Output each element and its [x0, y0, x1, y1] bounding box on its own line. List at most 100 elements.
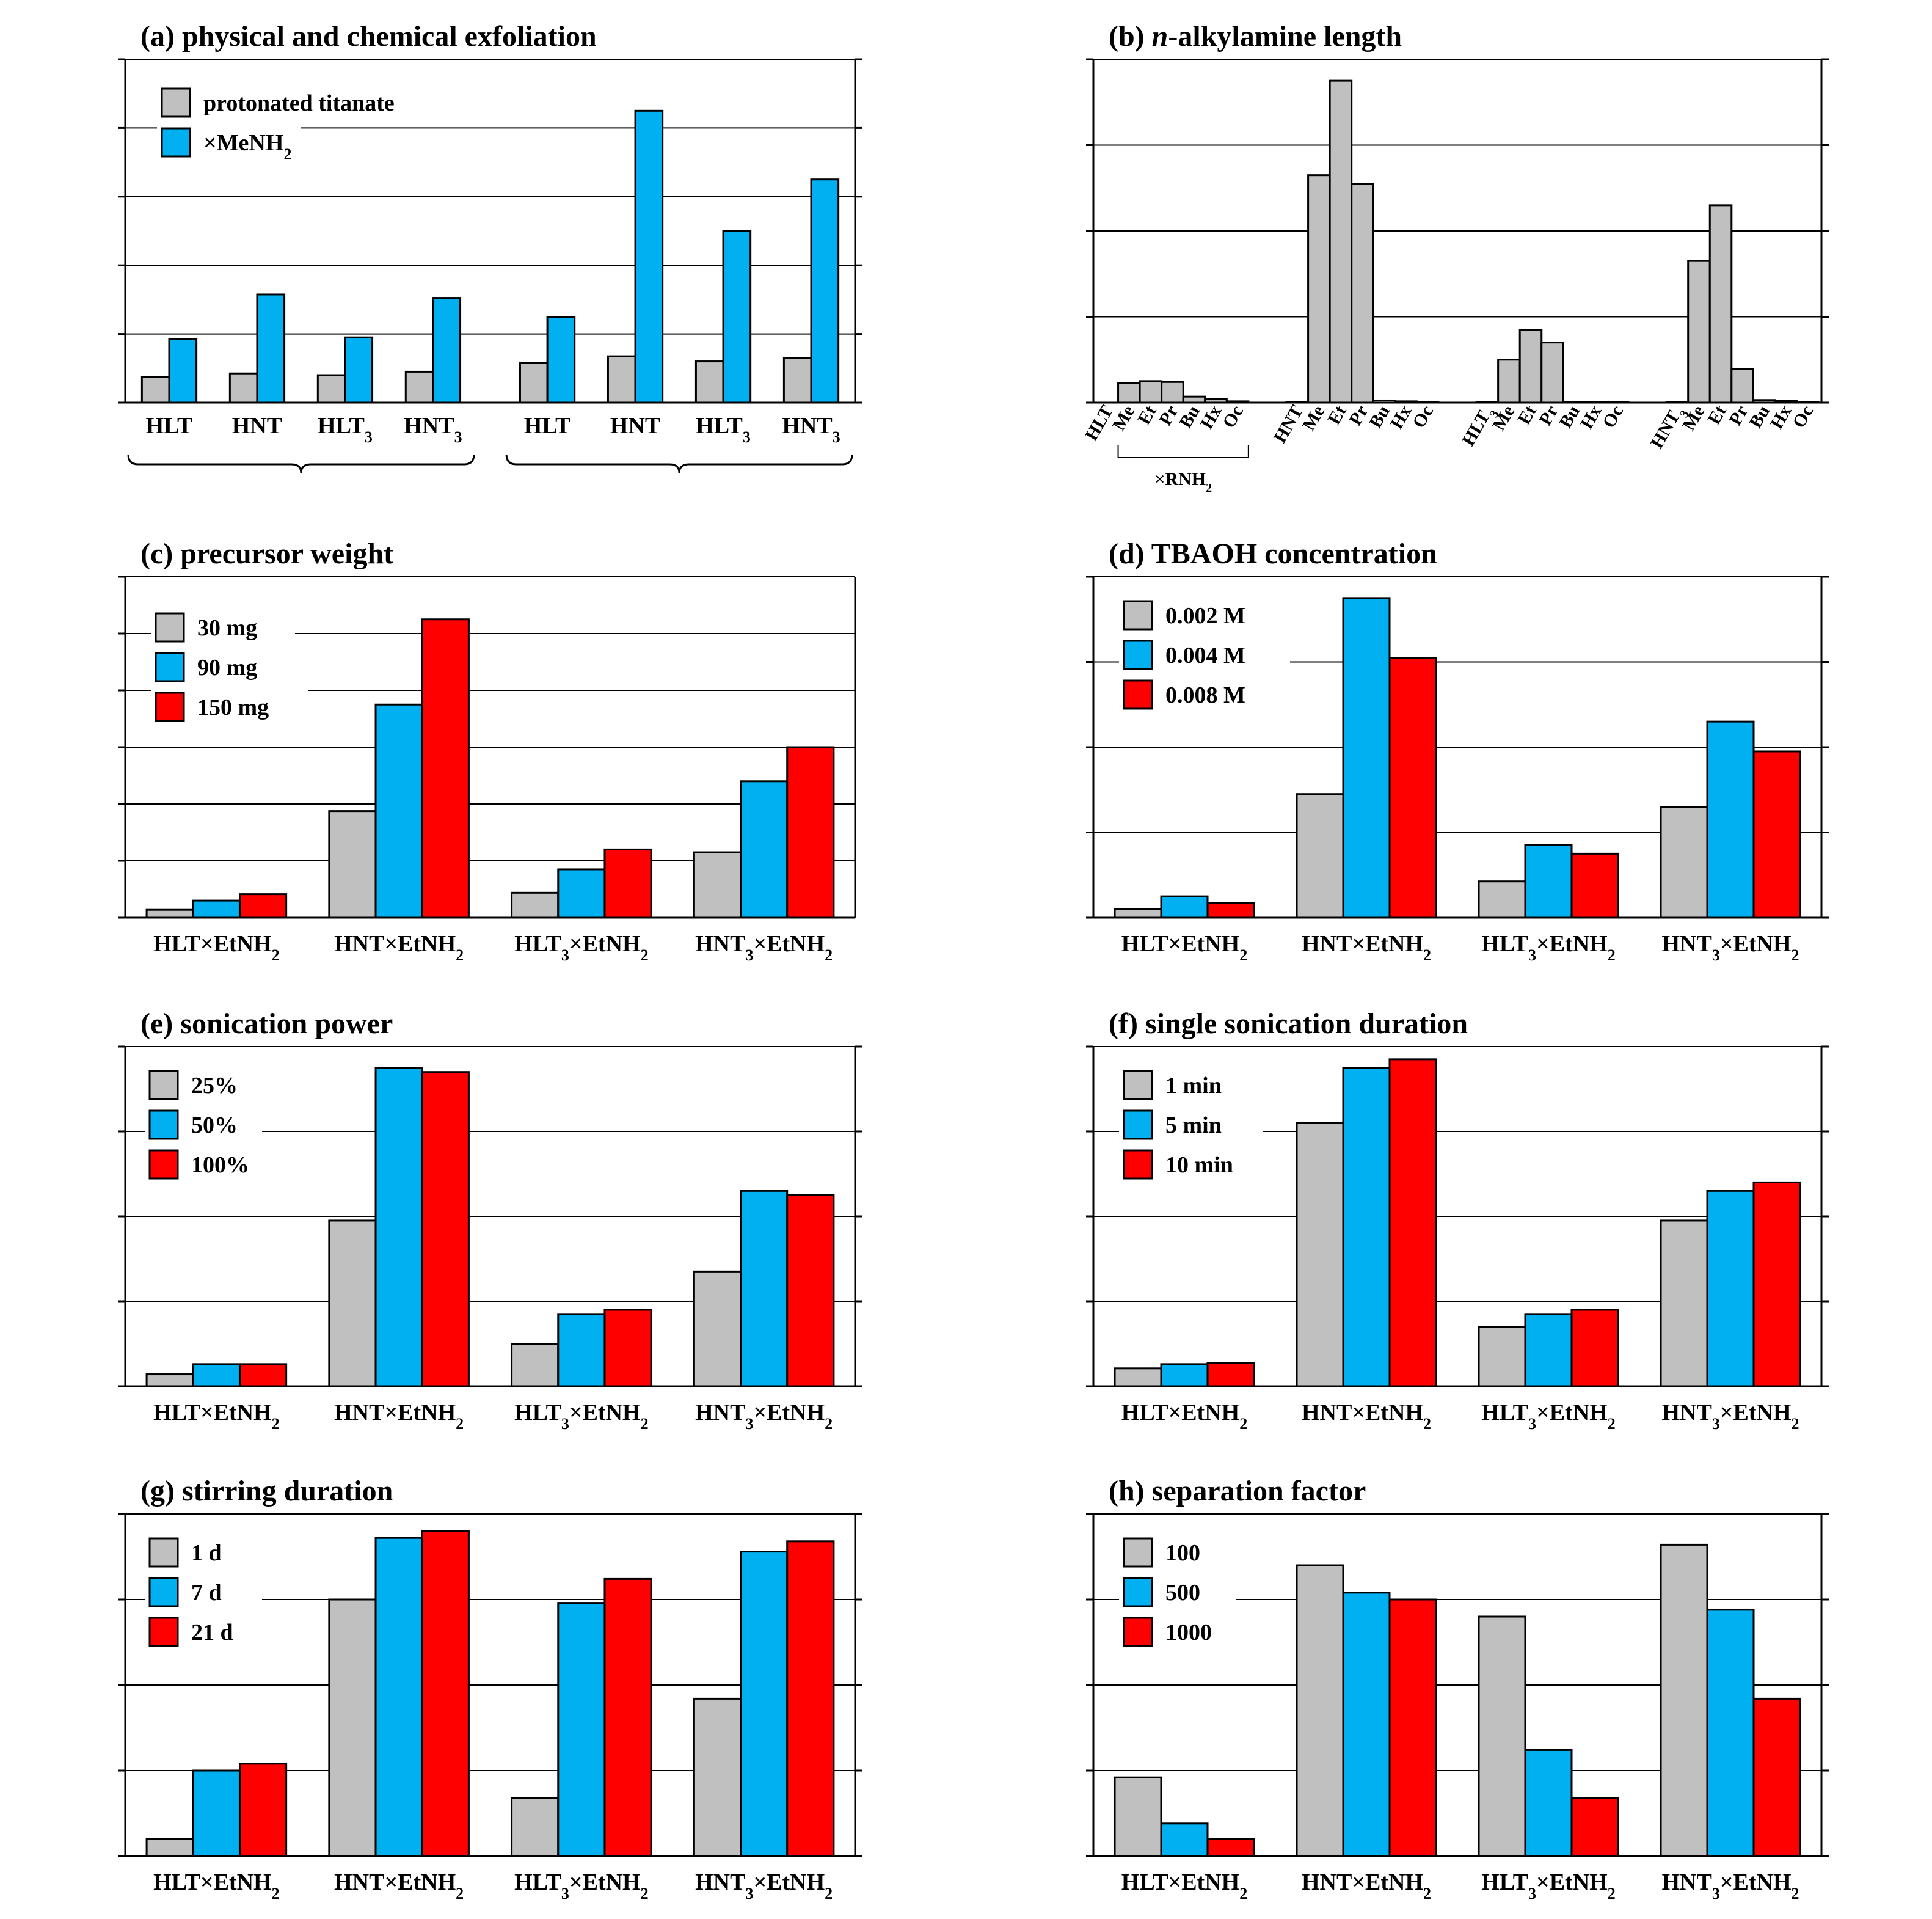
x-category-label: HLT3 [696, 413, 751, 446]
bar-d-3-1 [1706, 720, 1755, 919]
x-category-label: HLT3×EtNH2 [514, 1400, 648, 1433]
x-category-label: HNT×EtNH2 [1302, 1870, 1431, 1903]
chart-title: (b) n-alkylamine length [1109, 20, 1402, 53]
legend-label: 150 mg [197, 695, 269, 720]
bar-a-0-0 [140, 376, 170, 404]
bar-c-3-0 [693, 851, 742, 919]
bar-b-3-1 [1687, 260, 1711, 404]
x-category-label: HLT3 [318, 413, 373, 446]
legend-label-text: 25% [191, 1073, 238, 1098]
bar-f-1-2 [1388, 1058, 1437, 1387]
chart-title: (d) TBAOH concentration [1109, 538, 1437, 570]
legend-swatch [1123, 1149, 1153, 1180]
cat-sub-2: 2 [641, 1415, 649, 1433]
bar-b-0-1 [1117, 382, 1141, 404]
cat-text: HLT [146, 413, 193, 439]
amine-label: Et [1514, 402, 1540, 428]
bar-f-2-0 [1478, 1326, 1526, 1387]
cat-sub-2: 2 [825, 1885, 833, 1903]
legend-label: 100% [191, 1152, 249, 1178]
legend-swatch [1123, 1109, 1153, 1140]
legend-label-text: 0.002 M [1165, 603, 1245, 629]
bar-e-0-2 [238, 1363, 288, 1387]
bar-b-0-6 [1225, 400, 1250, 404]
cat-sub-2: 2 [456, 946, 464, 964]
chart-title: (c) precursor weight [140, 538, 393, 570]
x-category-label: HLT3×EtNH2 [514, 1870, 648, 1903]
cat-post: ×EtNH [753, 1870, 825, 1895]
amine-text: Oc [1409, 402, 1437, 431]
legend-swatch [1123, 640, 1153, 670]
title-prefix: (b) [1109, 20, 1152, 53]
chart-title: (a) physical and chemical exfoliation [140, 20, 597, 53]
bar-a-4-1 [546, 316, 576, 404]
bar-g-0-1 [192, 1769, 241, 1857]
cat-sub-2: 2 [1239, 946, 1247, 964]
cat-post: ×EtNH [384, 931, 456, 957]
bar-b-2-0 [1475, 401, 1500, 404]
bar-g-2-0 [511, 1797, 560, 1857]
legend-label: 1 min [1165, 1073, 1222, 1098]
legend-swatch [1123, 1617, 1153, 1647]
chart-title: (g) stirring duration [140, 1475, 393, 1507]
bar-b-3-0 [1665, 401, 1690, 404]
x-category-label: HNT×EtNH2 [334, 931, 464, 964]
bar-d-3-2 [1752, 750, 1801, 919]
cat-pre: HNT [695, 1400, 745, 1425]
legend-label-text: 100 [1165, 1540, 1200, 1566]
bar-a-4-0 [519, 362, 549, 404]
cat-pre: HLT [1121, 1400, 1168, 1425]
legend-swatch [161, 127, 191, 158]
chart-panel-a: (a) physical and chemical exfoliation HLT… [118, 20, 862, 473]
cat-sub: 3 [1528, 946, 1536, 964]
bar-d-1-0 [1296, 793, 1344, 919]
bar-b-1-3 [1351, 183, 1374, 404]
bar-b-0-4 [1182, 395, 1206, 404]
bar-h-3-2 [1752, 1697, 1801, 1857]
bar-f-3-0 [1660, 1219, 1708, 1387]
cat-post: ×EtNH [569, 931, 641, 957]
bar-d-0-1 [1160, 895, 1209, 919]
x-category-label: HNT3×EtNH2 [1661, 931, 1799, 964]
cat-sub: 3 [745, 1415, 753, 1433]
cat-sub-2: 2 [1423, 1885, 1431, 1903]
legend-label: protonated titanate [203, 90, 395, 116]
cat-sub: 3 [1528, 1885, 1536, 1903]
legend-label-sub: 2 [283, 145, 291, 163]
amine-text: Oc [1788, 402, 1817, 431]
title-prefix: (d) [1109, 538, 1151, 570]
cat-text: HLT [696, 413, 743, 439]
bar-a-1-0 [228, 372, 258, 404]
cat-pre: HNT [1661, 1400, 1711, 1425]
bar-h-1-1 [1342, 1592, 1391, 1857]
x-category-label: HNT×EtNH2 [1302, 931, 1431, 964]
bar-d-2-1 [1524, 844, 1573, 919]
bars-f [1114, 1058, 1801, 1387]
cat-post: ×EtNH [1720, 1400, 1792, 1425]
cat-sub: 3 [745, 946, 753, 964]
cat-post: ×EtNH [1536, 1400, 1608, 1425]
bar-g-1-0 [328, 1598, 377, 1857]
cat-sub-2: 2 [825, 1415, 833, 1433]
bars-h [1114, 1543, 1801, 1857]
bar-h-3-0 [1660, 1543, 1708, 1857]
bar-h-3-1 [1706, 1609, 1755, 1857]
bar-f-1-1 [1342, 1067, 1391, 1387]
legend-swatch [155, 652, 185, 682]
amine-bracket [1117, 445, 1249, 458]
cat-sub: 3 [561, 946, 569, 964]
bar-g-1-2 [421, 1530, 470, 1857]
bar-e-1-0 [328, 1219, 377, 1387]
cat-post: ×EtNH [1536, 1870, 1608, 1895]
cat-post: ×EtNH [1720, 1870, 1792, 1895]
legend-label-text: 10 min [1165, 1152, 1233, 1178]
title-text: stirring duration [182, 1475, 393, 1507]
bar-f-2-1 [1524, 1313, 1573, 1387]
bar-h-2-1 [1524, 1749, 1573, 1857]
bar-g-3-0 [693, 1697, 742, 1857]
bar-e-2-2 [603, 1309, 652, 1387]
bar-b-3-3 [1730, 368, 1754, 404]
x-category-label: HLT×EtNH2 [1121, 1870, 1247, 1903]
